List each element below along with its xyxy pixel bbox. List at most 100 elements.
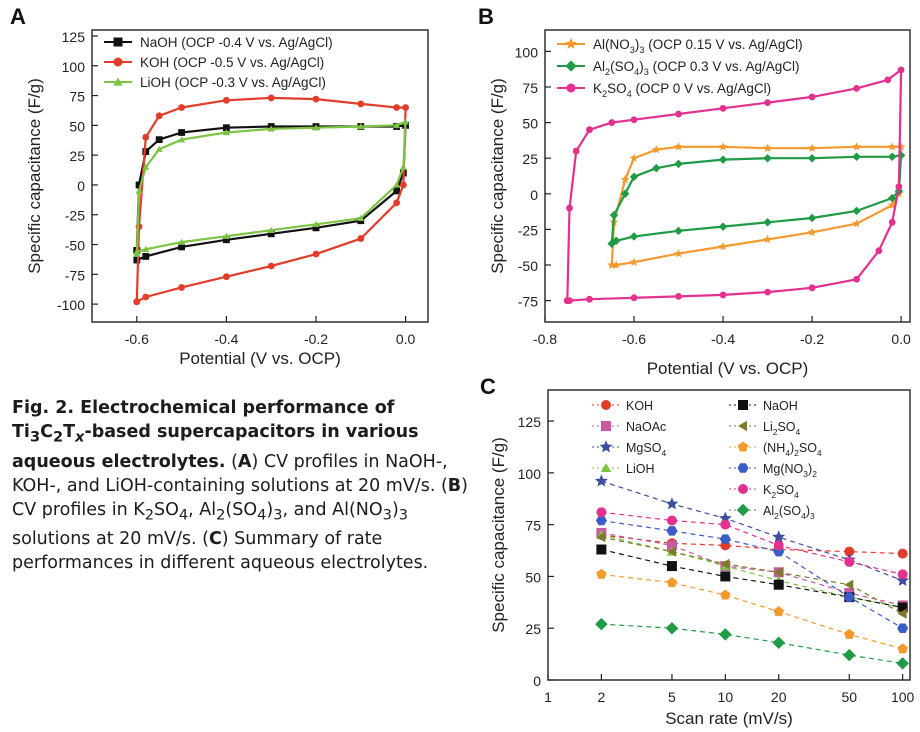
data-point [267,125,275,132]
plot-frame [544,29,911,323]
data-point [808,93,816,101]
data-point [267,262,275,270]
legend-text-part: SO [776,483,794,497]
y-tick-label: 25 [525,621,541,637]
data-point [853,275,860,283]
data-point [897,608,907,619]
data-point [312,124,320,131]
data-point [852,206,861,216]
legend-text-part: KOH [626,399,653,413]
data-point [609,210,619,220]
x-tick-label: 100 [891,689,915,705]
x-tick-label: 0.0 [396,331,416,347]
legend-text-part: 3 [810,511,815,521]
data-point [807,227,817,236]
data-point [155,112,163,120]
data-point [312,250,320,258]
legend-text-part: SO [777,420,795,434]
legend-label: NaOH (OCP -0.4 V vs. Ag/AgCl) [140,35,333,50]
data-point [675,292,682,300]
data-point [807,213,817,223]
legend-text-part: Li [763,420,773,434]
x-tick-label: 50 [841,689,857,705]
legend-text-part: Al(NO [593,37,630,52]
data-point [222,232,230,239]
legend-text-part: NaOH (OCP -0.4 V vs. Ag/AgCl) [140,35,333,50]
data-point [357,100,365,108]
data-point [595,617,608,631]
series-line [135,124,407,262]
data-point [155,136,163,144]
data-point [897,569,908,580]
legend-text-part: 2 [794,448,799,458]
y-tick-label: -75 [65,267,85,283]
legend-text-part: NaOH [763,399,798,413]
legend-text-part: 2 [605,67,610,77]
data-point [718,142,728,151]
legend-text-part: SO [799,441,817,455]
x-tick-label: 10 [718,689,734,705]
legend-text-part: 3 [644,67,649,77]
data-point [357,214,365,222]
data-point [666,546,676,557]
data-point [223,236,230,244]
data-point [393,187,401,195]
panel-letter-a: A [10,4,26,29]
x-tick-label: -0.8 [533,331,557,347]
data-point [586,126,593,134]
data-point [719,291,727,299]
legend-text-part: (NH [763,441,785,455]
data-point [897,623,909,633]
data-point [596,531,606,543]
legend-label: K2SO4 (OCP 0 V vs. Ag/AgCl) [593,81,771,99]
series-line [135,96,407,303]
legend-label: LiOH [626,462,654,476]
data-point [651,145,661,154]
y-axis-label: Specific capacitance (F/g) [489,437,508,633]
legend-text-part: 4 [817,448,822,458]
series-line [601,536,903,615]
y-tick-label: 75 [522,80,538,96]
y-tick-label: 50 [69,118,85,134]
data-point [223,124,230,132]
legend-text-part: (OCP 0 V vs. Ag/AgCl) [632,81,771,96]
data-point [594,474,608,487]
plot-a: -0.6 -0.4 -0.2 0.0 -100 -75 -50 -25 0 25 50 75 100 12… [25,29,429,368]
data-point [887,152,897,162]
series-line [610,154,903,245]
legend-text-part: 4 [794,490,799,500]
series-line [610,145,903,267]
data-point [399,181,407,189]
legend-marker [738,400,748,410]
data-point [763,234,772,244]
legend-label: NaOH [763,399,798,413]
data-point [896,657,909,670]
data-point [887,142,897,151]
data-point [596,568,607,579]
data-point [884,76,892,84]
data-point [133,250,141,257]
legend-text-part: 4 [634,67,639,77]
x-tick-label: -0.6 [622,331,646,347]
data-point [178,136,186,143]
y-tick-label: 100 [62,59,86,75]
legend-text-part: ) [808,462,812,476]
series-line [601,573,903,650]
data-point [267,226,275,233]
data-point [719,534,731,544]
data-point [852,152,861,162]
data-point [178,243,185,251]
data-point [875,247,883,255]
y-axis-label: Specific capacitance (F/g) [25,78,44,274]
data-point [629,232,639,241]
legend-text-part: (SO [610,59,634,74]
figure-caption: Fig. 2. Electrochemical performance of T… [12,398,468,573]
series-line [601,519,904,629]
plot-frame [547,389,911,681]
data-point [178,104,186,111]
data-point [674,142,683,151]
data-point [666,540,677,551]
data-point [763,143,772,152]
data-point [895,183,903,191]
